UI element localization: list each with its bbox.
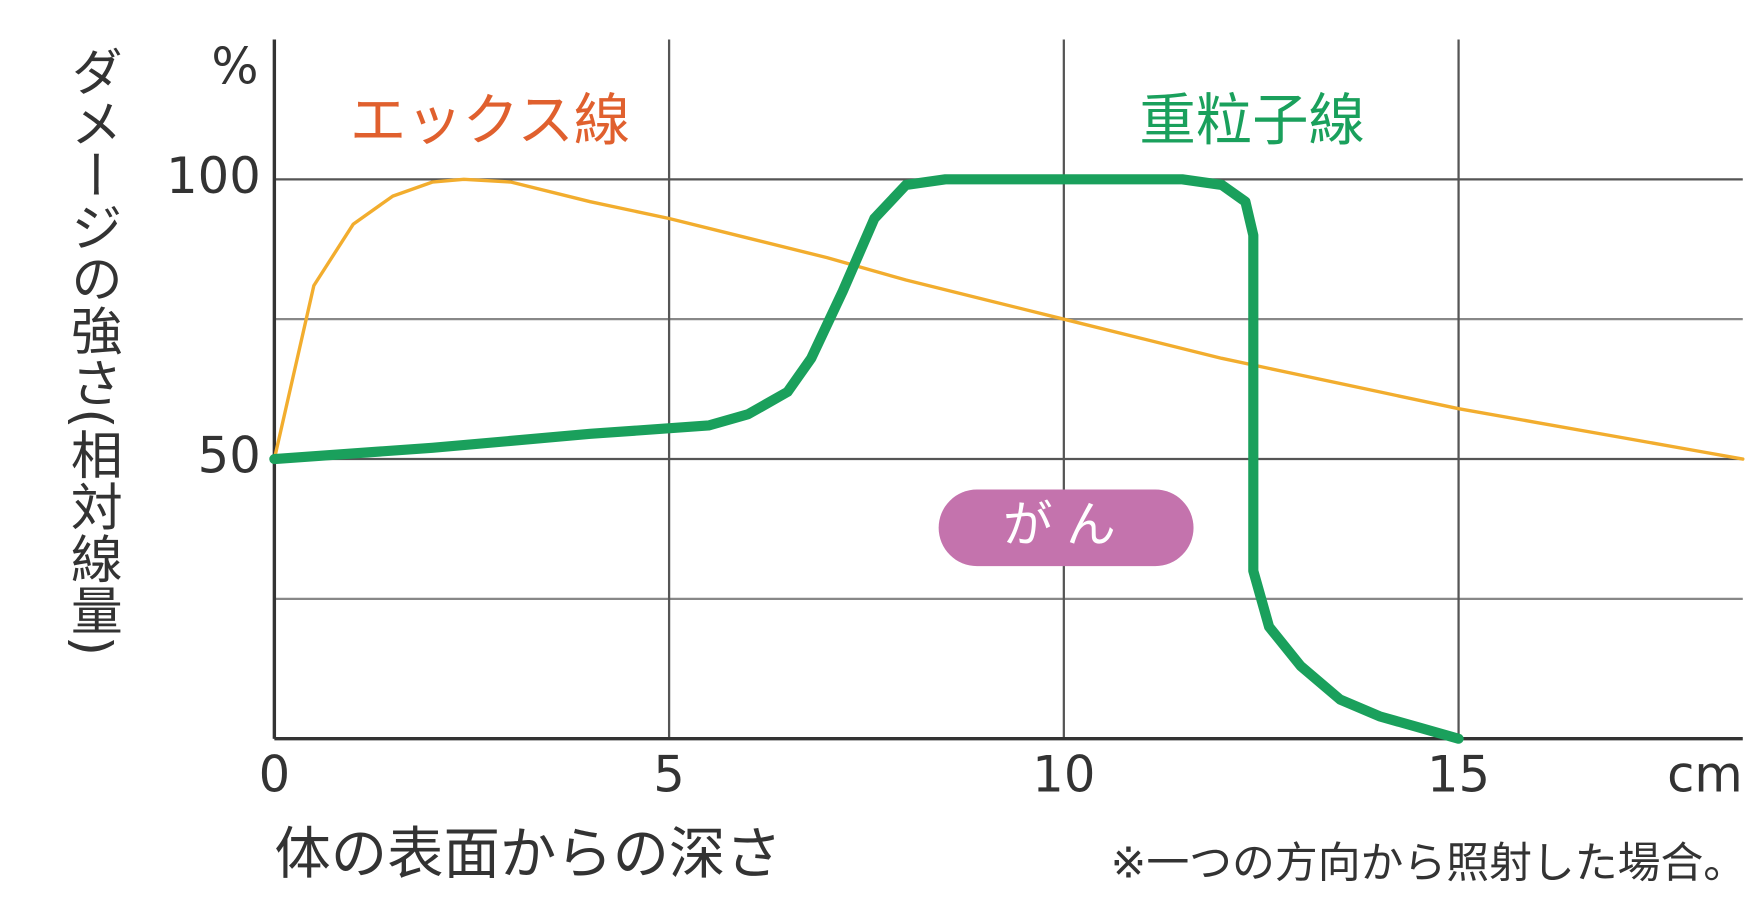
annotation: がん bbox=[1003, 495, 1129, 553]
series-label: エックス線 bbox=[350, 89, 630, 154]
x-tick-label: 5 bbox=[653, 746, 685, 804]
y-axis-label: ダメージの強さ(相対線量) bbox=[61, 45, 121, 656]
line-series bbox=[269, 174, 1464, 744]
y-tick-label: 50 bbox=[198, 427, 261, 485]
x-tick-label: 0 bbox=[259, 746, 291, 804]
note: ※一つの方向から照射した場合。 bbox=[1110, 839, 1746, 889]
annotation-pill bbox=[938, 489, 1194, 567]
x-unit: cm bbox=[1667, 746, 1743, 804]
x-tick-label: 10 bbox=[1032, 746, 1095, 804]
line-series bbox=[272, 177, 1745, 461]
x-axis-label: 体の表面からの深さ bbox=[274, 822, 781, 887]
y-unit: % bbox=[211, 37, 258, 95]
x-tick-label: 15 bbox=[1427, 746, 1490, 804]
series-label: 重粒子線 bbox=[1139, 89, 1365, 154]
y-tick-label: 100 bbox=[166, 147, 261, 205]
